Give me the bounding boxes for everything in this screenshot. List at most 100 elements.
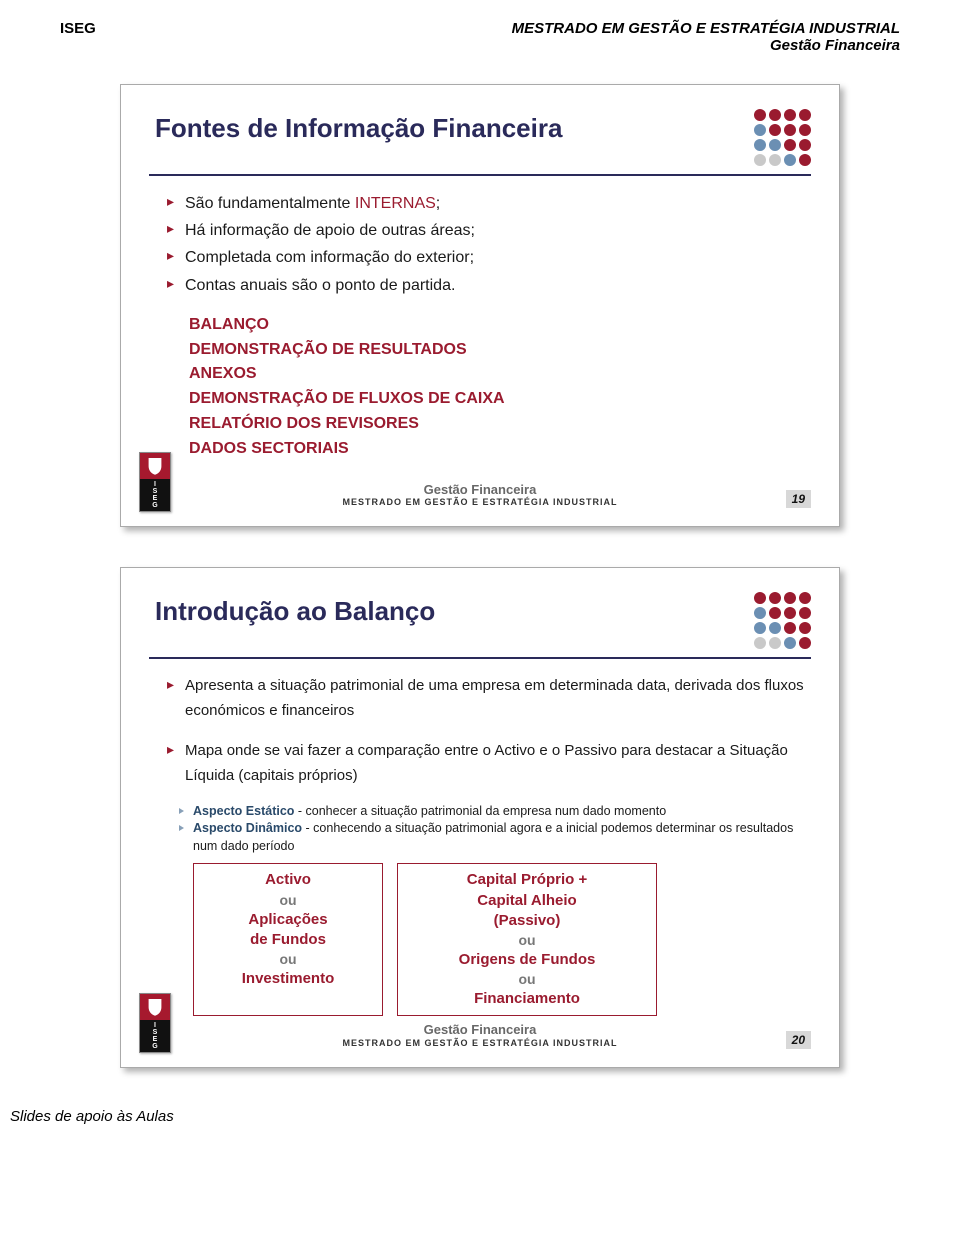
bullet-list: São fundamentalmente INTERNAS;Há informa… xyxy=(149,190,811,299)
bullet-item: Há informação de apoio de outras áreas; xyxy=(167,217,811,244)
sub-lead: Aspecto Estático xyxy=(193,804,294,818)
dot-icon xyxy=(799,124,811,136)
box-line: Origens de Fundos xyxy=(406,950,648,970)
slide-number: 19 xyxy=(786,490,811,508)
title-underline xyxy=(149,174,811,176)
sub-bullet-list: Aspecto Estático - conhecer a situação p… xyxy=(149,803,811,856)
iseg-logo-icon: ISEG xyxy=(139,993,171,1053)
slide-title: Introdução ao Balanço xyxy=(155,596,435,627)
dot-icon xyxy=(799,154,811,166)
dot-icon xyxy=(754,139,766,151)
dot-icon xyxy=(784,592,796,604)
bullet-list: Mapa onde se vai fazer a comparação entr… xyxy=(149,738,811,789)
dot-icon xyxy=(769,154,781,166)
dot-icon xyxy=(784,154,796,166)
bullet-item: Mapa onde se vai fazer a comparação entr… xyxy=(167,738,811,789)
slide-footer-center: Gestão Financeira MESTRADO EM GESTÃO E E… xyxy=(342,482,617,508)
dot-icon xyxy=(754,109,766,121)
document-item: DEMONSTRAÇÃO DE FLUXOS DE CAIXA xyxy=(189,387,811,412)
box-line: de Fundos xyxy=(202,930,374,950)
footer-title: Gestão Financeira xyxy=(342,1022,617,1038)
sub-bullet-item: Aspecto Estático - conhecer a situação p… xyxy=(179,803,811,821)
footer-title: Gestão Financeira xyxy=(342,482,617,498)
header-right-line1: MESTRADO EM GESTÃO E ESTRATÉGIA INDUSTRI… xyxy=(512,20,900,37)
slide-footer-center: Gestão Financeira MESTRADO EM GESTÃO E E… xyxy=(342,1022,617,1048)
dot-icon xyxy=(754,592,766,604)
sub-bullet-item: Aspecto Dinâmico - conhecendo a situação… xyxy=(179,820,811,855)
dot-grid-icon xyxy=(754,592,811,649)
page-footer: Slides de apoio às Aulas xyxy=(10,1108,900,1125)
balance-boxes: Activo ou Aplicações de Fundos ou Invest… xyxy=(193,863,811,1016)
slide-20: Introdução ao Balanço Apresenta a situaç… xyxy=(120,567,840,1068)
dot-icon xyxy=(799,139,811,151)
header-left: ISEG xyxy=(60,20,96,54)
dot-icon xyxy=(769,622,781,634)
box-line: Aplicações xyxy=(202,910,374,930)
box-ou: ou xyxy=(406,931,648,950)
dot-icon xyxy=(769,109,781,121)
slide-footer: ISEG Gestão Financeira MESTRADO EM GESTÃ… xyxy=(149,482,811,508)
page-header: ISEG MESTRADO EM GESTÃO E ESTRATÉGIA IND… xyxy=(60,20,900,54)
box-line: Capital Próprio + xyxy=(406,870,648,890)
slide-title-row: Fontes de Informação Financeira xyxy=(149,107,811,166)
footer-subtitle: MESTRADO EM GESTÃO E ESTRATÉGIA INDUSTRI… xyxy=(342,497,617,508)
bullet-item: Contas anuais são o ponto de partida. xyxy=(167,272,811,299)
bullet-list: Apresenta a situação patrimonial de uma … xyxy=(149,673,811,724)
accent-word: INTERNAS xyxy=(355,195,436,212)
dot-icon xyxy=(769,139,781,151)
box-line: Investimento xyxy=(202,969,374,989)
dot-icon xyxy=(799,109,811,121)
dot-icon xyxy=(784,607,796,619)
dot-icon xyxy=(754,124,766,136)
document-item: RELATÓRIO DOS REVISORES xyxy=(189,412,811,437)
dot-icon xyxy=(784,637,796,649)
dot-icon xyxy=(769,637,781,649)
dot-icon xyxy=(769,124,781,136)
dot-icon xyxy=(784,124,796,136)
header-right: MESTRADO EM GESTÃO E ESTRATÉGIA INDUSTRI… xyxy=(512,20,900,54)
bullet-item: São fundamentalmente INTERNAS; xyxy=(167,190,811,217)
dot-grid-icon xyxy=(754,109,811,166)
slide-title-row: Introdução ao Balanço xyxy=(149,590,811,649)
slide-footer: ISEG Gestão Financeira MESTRADO EM GESTÃ… xyxy=(149,1022,811,1048)
box-line: (Passivo) xyxy=(406,911,648,931)
dot-icon xyxy=(754,622,766,634)
document-item: ANEXOS xyxy=(189,362,811,387)
dot-icon xyxy=(784,139,796,151)
bullet-item: Completada com informação do exterior; xyxy=(167,244,811,271)
bullet-item: Apresenta a situação patrimonial de uma … xyxy=(167,673,811,724)
title-underline xyxy=(149,657,811,659)
dot-icon xyxy=(799,637,811,649)
document-item: DEMONSTRAÇÃO DE RESULTADOS xyxy=(189,338,811,363)
dot-icon xyxy=(769,607,781,619)
slide-title: Fontes de Informação Financeira xyxy=(155,113,562,144)
dot-icon xyxy=(799,622,811,634)
documents-list: BALANÇODEMONSTRAÇÃO DE RESULTADOSANEXOSD… xyxy=(189,313,811,462)
box-line: Activo xyxy=(202,870,374,890)
dot-icon xyxy=(754,607,766,619)
passivo-box: Capital Próprio + Capital Alheio (Passiv… xyxy=(397,863,657,1016)
dot-icon xyxy=(769,592,781,604)
dot-icon xyxy=(784,622,796,634)
box-line: Financiamento xyxy=(406,989,648,1009)
footer-subtitle: MESTRADO EM GESTÃO E ESTRATÉGIA INDUSTRI… xyxy=(342,1038,617,1049)
dot-icon xyxy=(754,154,766,166)
box-line: Capital Alheio xyxy=(406,891,648,911)
document-item: BALANÇO xyxy=(189,313,811,338)
document-page: ISEG MESTRADO EM GESTÃO E ESTRATÉGIA IND… xyxy=(0,0,960,1165)
activo-box: Activo ou Aplicações de Fundos ou Invest… xyxy=(193,863,383,1016)
sub-rest: - conhecer a situação patrimonial da emp… xyxy=(294,804,666,818)
header-right-line2: Gestão Financeira xyxy=(512,37,900,54)
dot-icon xyxy=(754,637,766,649)
slide-19: Fontes de Informação Financeira São fund… xyxy=(120,84,840,527)
dot-icon xyxy=(799,607,811,619)
slide-number: 20 xyxy=(786,1031,811,1049)
sub-lead: Aspecto Dinâmico xyxy=(193,821,302,835)
iseg-logo-icon: ISEG xyxy=(139,452,171,512)
box-ou: ou xyxy=(202,891,374,910)
box-ou: ou xyxy=(406,970,648,989)
box-ou: ou xyxy=(202,950,374,969)
document-item: DADOS SECTORIAIS xyxy=(189,437,811,462)
dot-icon xyxy=(799,592,811,604)
dot-icon xyxy=(784,109,796,121)
